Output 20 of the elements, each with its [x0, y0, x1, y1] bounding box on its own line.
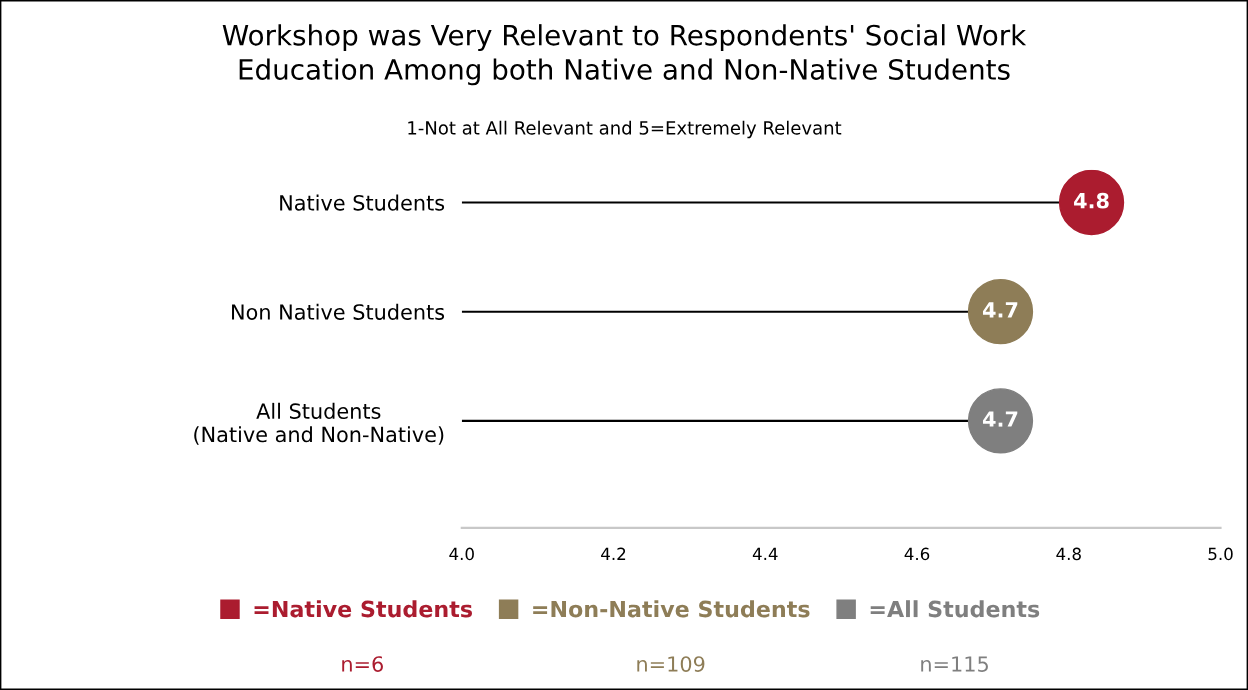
- legend-label: =All Students: [870, 600, 1040, 618]
- x-tick-label: 5.0: [1208, 547, 1233, 561]
- text: n=115: [921, 656, 988, 672]
- legend-label: =Native Students: [254, 600, 472, 618]
- x-tick-label: 4.0: [449, 547, 474, 561]
- y-tick-label: Native Students: [280, 194, 445, 211]
- x-tick-label: 4.6: [904, 547, 930, 561]
- x-tick-label: 4.4: [752, 547, 778, 560]
- y-tick-label: All Students (Native and Non-Native): [194, 402, 444, 445]
- text: n=109: [637, 656, 705, 672]
- chart-subtitle: 1-Not at All Relevant and 5=Extremely Relevant: [408, 120, 842, 139]
- data-label: 4.7: [982, 411, 1018, 427]
- x-tick-label: 4.8: [1056, 547, 1081, 561]
- data-label: 4.8: [1074, 192, 1109, 209]
- chart-title: Workshop was Very Relevant to Respondents' Social Work Education Among both Native and Non-Native Students: [222, 24, 1027, 86]
- text: n=6: [342, 656, 383, 672]
- x-tick-label: 4.2: [601, 547, 626, 560]
- data-label: 4.7: [982, 302, 1018, 318]
- y-tick-label: Non Native Students: [232, 303, 445, 320]
- legend-label: =Non-Native Students: [533, 600, 810, 618]
